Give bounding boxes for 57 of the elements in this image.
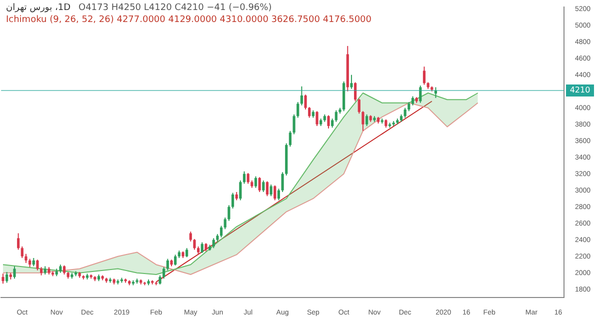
candlestick [404, 107, 406, 118]
candlestick [408, 102, 410, 112]
candlestick [292, 114, 296, 135]
candlestick [242, 170, 246, 184]
candlestick [281, 172, 284, 192]
candlestick [212, 238, 215, 249]
candlestick [411, 96, 414, 106]
candlestick [220, 225, 223, 238]
candlestick [316, 110, 318, 126]
candlestick [358, 98, 360, 114]
candlestick [193, 238, 196, 250]
candlestick [20, 246, 24, 258]
candlestick [422, 66, 426, 86]
candlestick [186, 248, 188, 258]
candlestick [288, 130, 292, 148]
candlestick [166, 258, 169, 271]
candlestick [2, 273, 4, 284]
candlestick [365, 114, 368, 126]
candlestick [239, 180, 242, 201]
candlestick [258, 176, 261, 192]
candlestick [189, 231, 192, 242]
candlestick [331, 118, 334, 128]
annotation: Ichimoku (9, 26, 52, 26) 4277.0000 4129.0000 4310.0000 3626.7500 4176.5000 [6, 14, 372, 26]
candlestick [174, 254, 177, 266]
candlestick [354, 82, 357, 102]
candlestick [62, 264, 66, 275]
chart-subtitle: O4173 H4250 L4120 C4210 −41 (−0.96%) [78, 3, 272, 13]
candlestick [327, 114, 330, 129]
candlestick [362, 110, 364, 132]
candlestick [36, 259, 39, 271]
candlestick [17, 232, 20, 250]
candlestick [13, 266, 16, 280]
candlestick [277, 188, 280, 201]
candlestick [300, 86, 303, 106]
candlestick [6, 272, 8, 284]
candlestick [334, 110, 338, 122]
candlestick [350, 74, 353, 90]
candlestick [304, 94, 307, 110]
candlestick [254, 176, 258, 188]
candlestick [274, 184, 276, 201]
ref-line-label: 4210 [570, 86, 590, 95]
candlestick [162, 266, 166, 280]
candlestick [246, 172, 250, 184]
candlestick [419, 85, 422, 104]
candlestick [270, 184, 272, 197]
chart-title: 1D، بورس تهران [6, 3, 70, 13]
candlestick [158, 274, 162, 285]
candlestick [224, 217, 226, 230]
candlestick [266, 180, 269, 197]
candlestick [231, 192, 234, 209]
candlestick [434, 86, 438, 98]
candlestick [262, 180, 265, 192]
candlestick [200, 242, 204, 254]
candlestick [228, 204, 230, 222]
candlestick [308, 106, 311, 118]
candlestick [296, 102, 300, 118]
candlestick [24, 253, 28, 264]
